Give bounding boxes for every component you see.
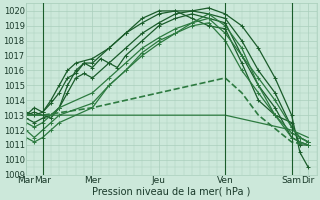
X-axis label: Pression niveau de la mer( hPa ): Pression niveau de la mer( hPa ) bbox=[92, 187, 251, 197]
